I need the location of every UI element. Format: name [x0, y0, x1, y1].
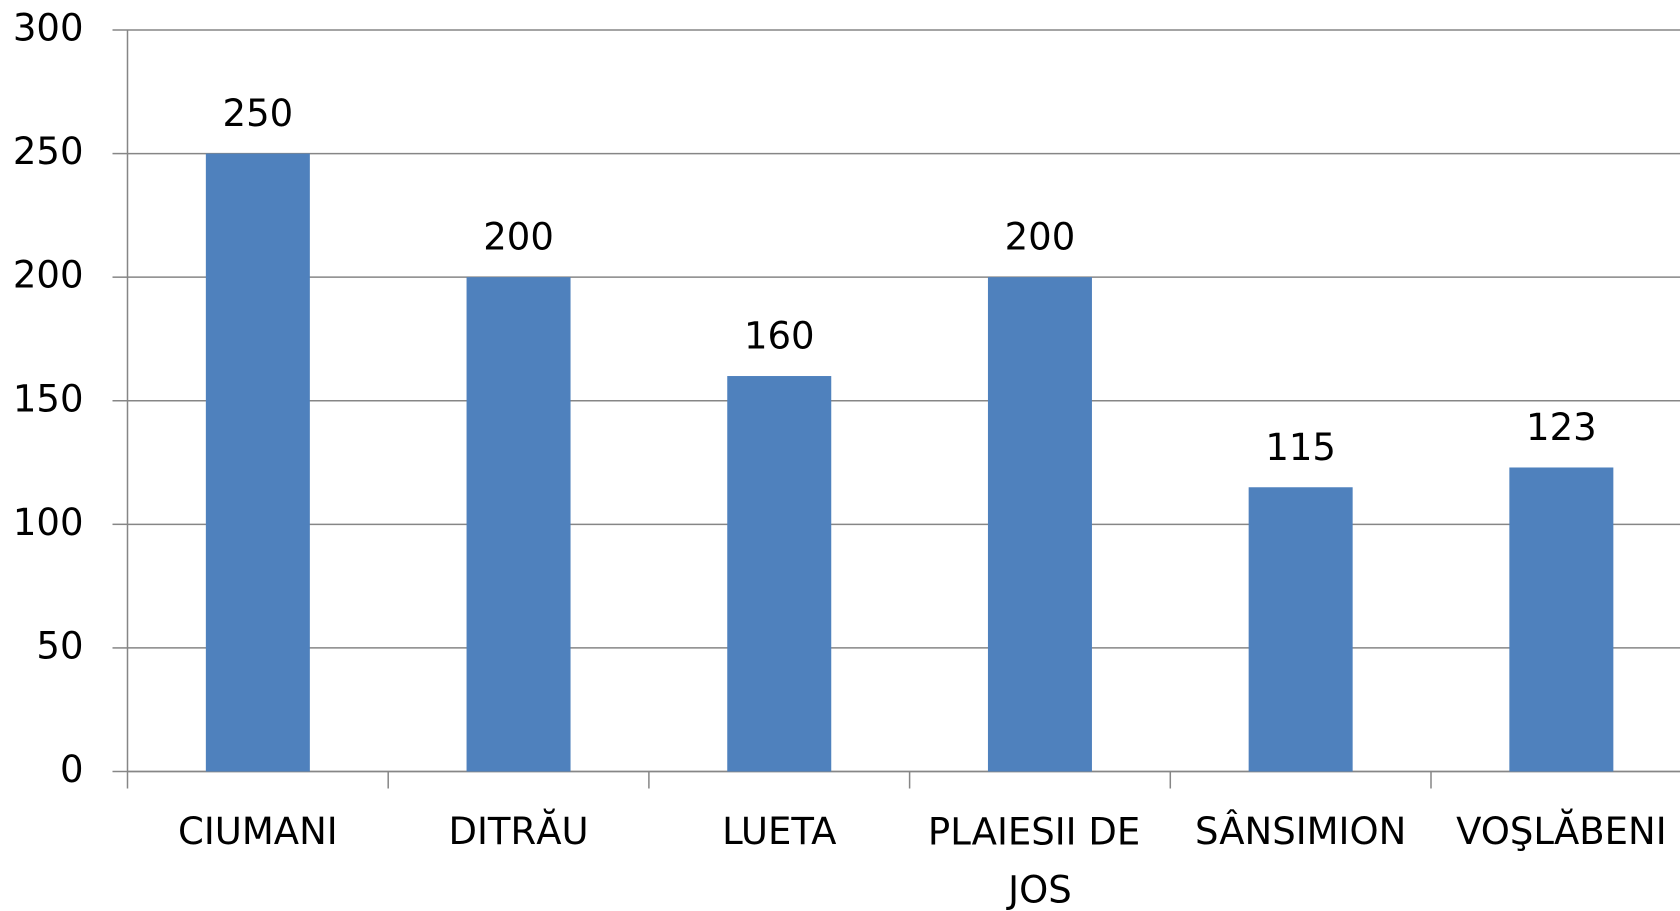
- x-tick-label: CIUMANI: [178, 810, 338, 853]
- data-label: 160: [744, 315, 815, 358]
- data-label: 115: [1265, 426, 1336, 469]
- data-label: 200: [1005, 216, 1076, 259]
- bar: [1248, 487, 1353, 772]
- x-tick-label: LUETA: [722, 810, 836, 853]
- bar: [466, 277, 571, 772]
- bar: [1509, 467, 1614, 772]
- x-tick-label: DITRĂU: [448, 808, 588, 853]
- y-tick-label: 100: [13, 501, 84, 544]
- x-tick-label: SÂNSIMION: [1195, 809, 1406, 853]
- bar: [727, 376, 832, 772]
- bar: [205, 153, 310, 772]
- bar: [987, 277, 1092, 772]
- data-label: 250: [223, 92, 294, 135]
- y-tick-label: 150: [13, 377, 84, 420]
- data-label: 200: [483, 216, 554, 259]
- y-tick-label: 0: [60, 748, 84, 791]
- y-tick-label: 50: [36, 624, 83, 667]
- x-tick-label: PLAIESII DE JOS: [928, 810, 1152, 911]
- y-tick-label: 250: [13, 130, 84, 173]
- data-label: 123: [1526, 406, 1597, 449]
- y-tick-label: 300: [13, 7, 84, 50]
- y-tick-label: 200: [13, 254, 84, 297]
- x-tick-label: VOŞLĂBENI: [1456, 808, 1667, 853]
